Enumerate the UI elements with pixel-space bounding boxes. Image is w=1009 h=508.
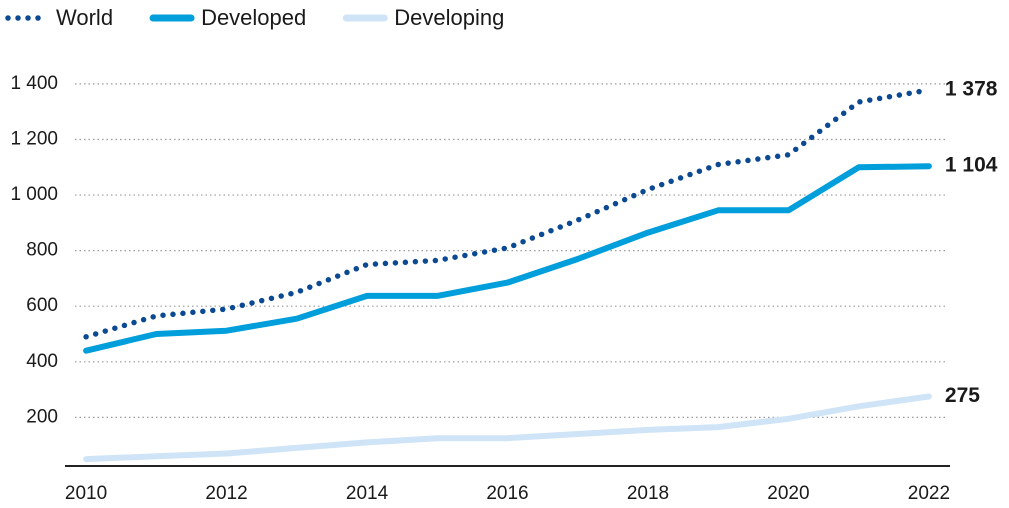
series-line <box>83 87 932 340</box>
x-tick-label: 2010 <box>65 483 107 504</box>
y-tick-label: 1 400 <box>10 73 58 94</box>
value-label: 1 104 <box>945 154 998 177</box>
y-tick-label: 600 <box>26 295 58 316</box>
x-tick-label: 2014 <box>346 483 389 504</box>
legend-label: Developed <box>201 5 306 30</box>
x-tick-label: 2012 <box>205 483 247 504</box>
y-tick-label: 200 <box>26 406 58 427</box>
y-tick-label: 1 200 <box>10 128 58 149</box>
value-label: 1 378 <box>945 78 998 101</box>
y-tick-label: 1 000 <box>10 184 58 205</box>
series-line <box>83 163 932 354</box>
value-label: 275 <box>945 384 980 407</box>
series-line <box>83 393 932 463</box>
y-tick-label: 800 <box>26 240 58 261</box>
x-tick-label: 2016 <box>486 483 528 504</box>
legend-label: Developing <box>394 5 504 30</box>
y-tick-label: 400 <box>26 351 58 372</box>
x-tick-label: 2020 <box>767 483 809 504</box>
legend-label: World <box>56 5 113 30</box>
x-tick-label: 2018 <box>627 483 669 504</box>
x-tick-label: 2022 <box>908 483 950 504</box>
